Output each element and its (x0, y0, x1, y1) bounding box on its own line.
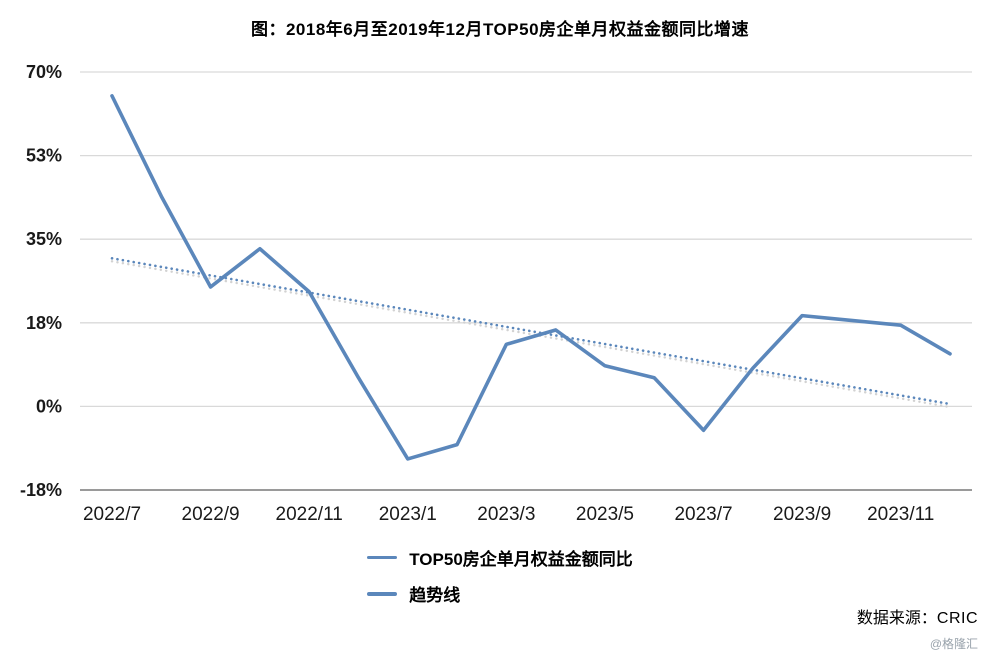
svg-text:2022/7: 2022/7 (83, 504, 141, 525)
svg-text:2022/9: 2022/9 (182, 504, 240, 525)
legend-item-trend: 趋势线 (367, 581, 460, 606)
svg-text:2023/3: 2023/3 (477, 504, 535, 525)
svg-text:2023/1: 2023/1 (379, 504, 437, 525)
legend-label-trend: 趋势线 (409, 586, 461, 605)
watermark: @格隆汇 (929, 637, 978, 651)
svg-text:2023/9: 2023/9 (773, 504, 831, 525)
svg-text:-18%: -18% (20, 480, 62, 500)
series-line-swatch (367, 556, 398, 559)
svg-text:70%: 70% (26, 62, 62, 82)
chart-title: 图：2018年6月至2019年12月TOP50房企单月权益金额同比增速 (250, 20, 750, 39)
svg-text:2023/11: 2023/11 (867, 504, 934, 525)
line-chart: 70% 53% 35% 18% 0% -18% 2022/7 2022/9 2022/11 202… (0, 42, 1000, 539)
svg-text:0%: 0% (36, 396, 62, 416)
data-source-label: 数据来源： (856, 610, 937, 627)
trend-line-swatch (367, 591, 398, 596)
legend: TOP50房企单月权益金额同比 趋势线 (367, 545, 633, 606)
svg-text:2023/7: 2023/7 (674, 504, 732, 525)
legend-item-series: TOP50房企单月权益金额同比 (367, 545, 633, 570)
legend-label-series: TOP50房企单月权益金额同比 (409, 550, 633, 569)
footer: 数据来源：CRIC @格隆汇 (857, 604, 978, 652)
svg-text:35%: 35% (26, 229, 62, 249)
data-source: 数据来源：CRIC (857, 604, 978, 628)
data-source-value: CRIC (936, 610, 978, 627)
svg-text:2023/5: 2023/5 (576, 504, 634, 525)
svg-text:2022/11: 2022/11 (276, 504, 343, 525)
svg-text:18%: 18% (26, 313, 62, 333)
chart-canvas: 70% 53% 35% 18% 0% -18% 2022/7 2022/9 2022/11 202… (20, 62, 972, 525)
svg-text:53%: 53% (26, 146, 62, 166)
